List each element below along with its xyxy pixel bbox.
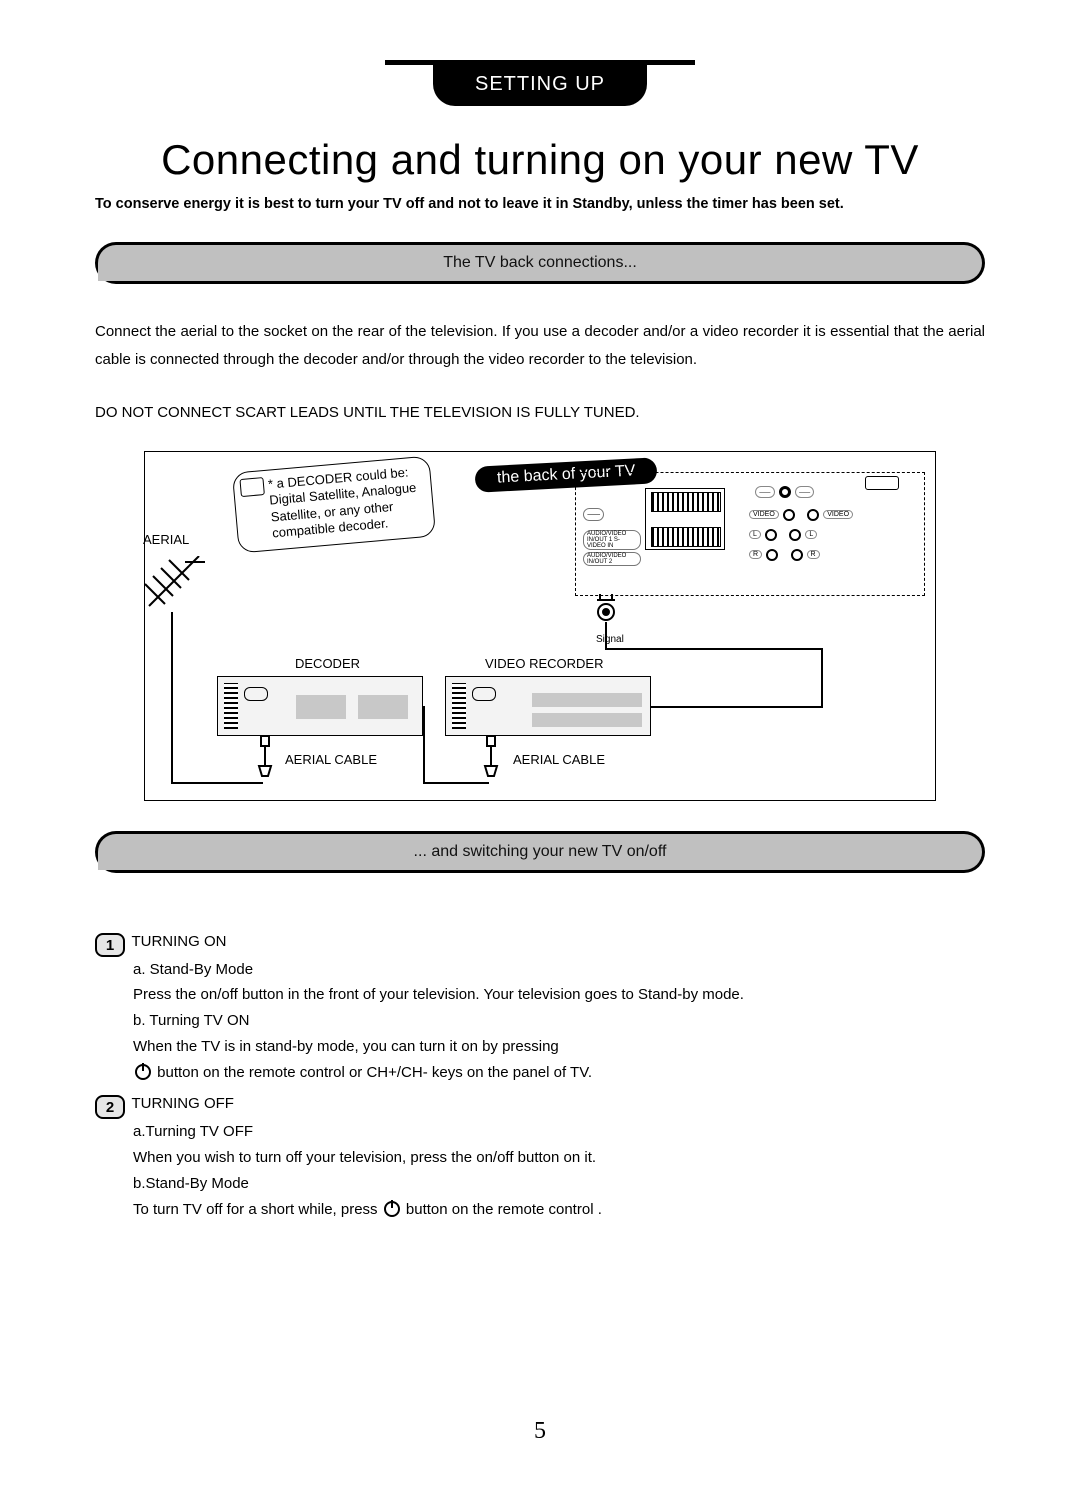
signal-label: Signal bbox=[596, 634, 624, 645]
s2-a-head: a.Turning TV OFF bbox=[133, 1119, 985, 1145]
aerial-antenna-icon bbox=[139, 556, 209, 616]
section-title-1: The TV back connections... bbox=[98, 245, 982, 281]
page-title: Connecting and turning on your new TV bbox=[95, 136, 985, 184]
step-badge-2: 2 bbox=[95, 1095, 125, 1119]
caps-warning: DO NOT CONNECT SCART LEADS UNTIL THE TEL… bbox=[95, 404, 985, 421]
decoder-label: DECODER bbox=[295, 656, 360, 671]
jack-row: ⸺⸺ bbox=[755, 486, 814, 498]
av1-label: AUDIO/VIDEO IN/OUT 1 S-VIDEO IN bbox=[583, 530, 641, 550]
decoder-callout: * a DECODER could be: Digital Satellite,… bbox=[232, 455, 436, 553]
hand-icon bbox=[239, 477, 264, 497]
section-bar-1: The TV back connections... bbox=[95, 242, 985, 284]
av2-label: AUDIO/VIDEO IN/OUT 2 bbox=[583, 552, 641, 566]
connection-diagram: AERIAL * a DECODER could be: Digital Sat… bbox=[144, 451, 936, 801]
s2-b-body1: To turn TV off for a short while, press bbox=[133, 1201, 382, 1218]
subtitle: To conserve energy it is best to turn yo… bbox=[95, 196, 985, 212]
s1-a-head: a. Stand-By Mode bbox=[133, 957, 985, 983]
jack-row: VIDEO VIDEO bbox=[749, 506, 853, 524]
power-icon bbox=[382, 1198, 402, 1227]
page-number: 5 bbox=[534, 1418, 546, 1445]
s2-b-body2: button on the remote control . bbox=[406, 1201, 602, 1218]
step-badge-1: 1 bbox=[95, 933, 125, 957]
step-title-2: TURNING OFF bbox=[131, 1095, 234, 1112]
step-1: 1 TURNING ON a. Stand-By Mode Press the … bbox=[95, 933, 985, 1090]
jack-row: L L bbox=[749, 526, 817, 544]
scart-label-empty: ⸺ bbox=[583, 508, 604, 521]
s1-b-head: b. Turning TV ON bbox=[133, 1008, 985, 1034]
chapter-pill: SETTING UP bbox=[433, 63, 647, 106]
s2-b-head: b.Stand-By Mode bbox=[133, 1171, 985, 1197]
plug-icon bbox=[255, 736, 275, 780]
aerial-label: AERIAL bbox=[143, 532, 189, 547]
s2-a-body: When you wish to turn off your televisio… bbox=[133, 1145, 985, 1171]
paragraph-1: Connect the aerial to the socket on the … bbox=[95, 318, 985, 374]
section-title-2: ... and switching your new TV on/off bbox=[98, 834, 982, 870]
plug-icon bbox=[481, 736, 501, 780]
aerial-cable-label-2: AERIAL CABLE bbox=[513, 752, 605, 767]
decoder-device bbox=[217, 676, 423, 736]
scart-box bbox=[645, 488, 725, 550]
top-pill-wrap: SETTING UP bbox=[95, 65, 985, 106]
step-title-1: TURNING ON bbox=[131, 933, 226, 950]
s1-a-body: Press the on/off button in the front of … bbox=[133, 982, 985, 1008]
vcr-label: VIDEO RECORDER bbox=[485, 656, 603, 671]
step-2: 2 TURNING OFF a.Turning TV OFF When you … bbox=[95, 1095, 985, 1226]
section-bar-2: ... and switching your new TV on/off bbox=[95, 831, 985, 873]
power-icon bbox=[133, 1061, 153, 1090]
vcr-device bbox=[445, 676, 651, 736]
small-jack-icon bbox=[865, 476, 899, 490]
callout-star: * bbox=[267, 476, 273, 491]
aerial-cable-label-1: AERIAL CABLE bbox=[285, 752, 377, 767]
s1-b-body1: When the TV is in stand-by mode, you can… bbox=[133, 1034, 985, 1060]
jack-row: R R bbox=[749, 546, 820, 564]
s1-b-body2: button on the remote control or CH+/CH- … bbox=[153, 1064, 592, 1081]
